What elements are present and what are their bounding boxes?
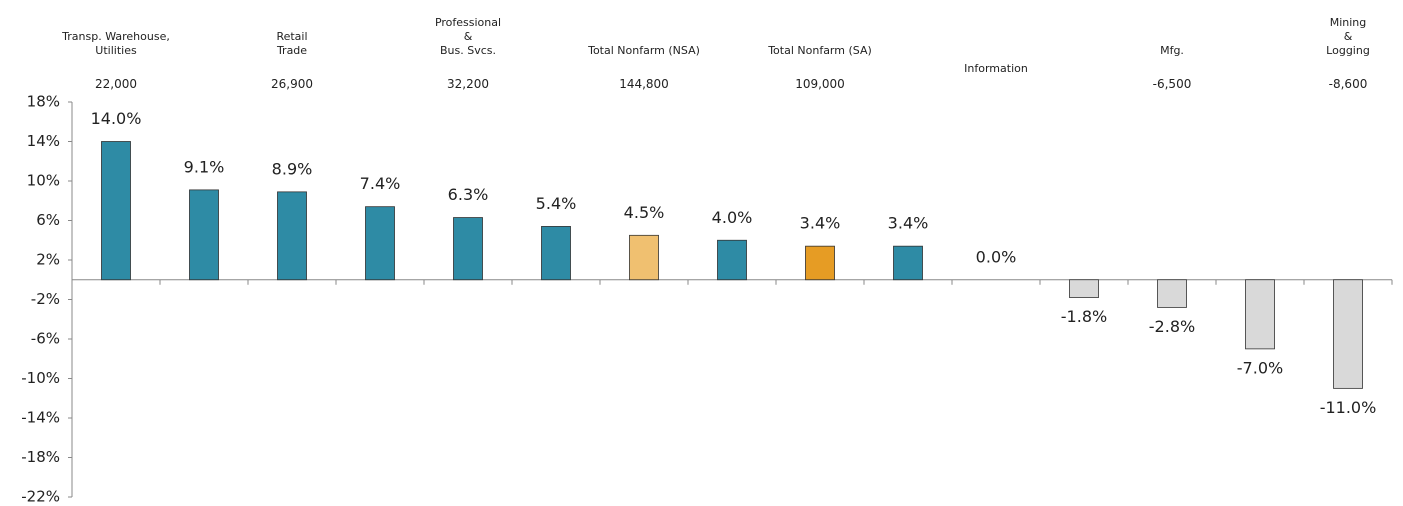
bar bbox=[1157, 279, 1187, 308]
value-label: 0.0% bbox=[976, 247, 1017, 266]
value-label: 7.4% bbox=[360, 174, 401, 193]
bar bbox=[277, 191, 307, 281]
category-number: 26,900 bbox=[271, 77, 313, 91]
bar bbox=[101, 141, 131, 281]
bar bbox=[189, 189, 219, 281]
bar bbox=[365, 206, 395, 281]
category-label: Total Nonfarm (SA) bbox=[768, 44, 872, 57]
value-label: -2.8% bbox=[1149, 317, 1195, 336]
category-number: 32,200 bbox=[447, 77, 489, 91]
category-number: 109,000 bbox=[795, 77, 845, 91]
y-tick-label: -6% bbox=[31, 330, 60, 348]
bar bbox=[1069, 279, 1099, 298]
category-label: Transp. Warehouse, Utilities bbox=[62, 30, 170, 57]
value-label: 14.0% bbox=[91, 109, 142, 128]
y-tick-label: 2% bbox=[36, 251, 60, 269]
y-tick-label: -2% bbox=[31, 290, 60, 308]
category-label: Information bbox=[964, 62, 1028, 75]
category-number: 22,000 bbox=[95, 77, 137, 91]
bar bbox=[541, 226, 571, 281]
bar bbox=[717, 239, 747, 281]
value-label: 8.9% bbox=[272, 159, 313, 178]
category-number: -6,500 bbox=[1152, 77, 1192, 91]
category-label: Retail Trade bbox=[276, 30, 308, 57]
bar bbox=[805, 245, 835, 281]
y-tick-label: 18% bbox=[27, 93, 60, 111]
bar bbox=[1333, 279, 1363, 389]
value-label: 6.3% bbox=[448, 185, 489, 204]
category-label: Professional & Bus. Svcs. bbox=[434, 16, 502, 57]
y-tick-label: -10% bbox=[21, 369, 60, 387]
y-tick-label: 10% bbox=[27, 172, 60, 190]
y-tick-label: 14% bbox=[27, 132, 60, 150]
value-label: -7.0% bbox=[1237, 358, 1283, 377]
value-label: 3.4% bbox=[888, 214, 929, 233]
value-label: 5.4% bbox=[536, 194, 577, 213]
bar bbox=[893, 245, 923, 281]
value-label: 4.0% bbox=[712, 208, 753, 227]
value-label: 9.1% bbox=[184, 157, 225, 176]
y-tick-label: -22% bbox=[21, 488, 60, 506]
category-label: Mfg. bbox=[1160, 44, 1184, 57]
category-label: Total Nonfarm (NSA) bbox=[588, 44, 700, 57]
y-tick-label: -14% bbox=[21, 409, 60, 427]
y-tick-label: -18% bbox=[21, 448, 60, 466]
bar bbox=[629, 234, 659, 281]
category-label: Mining & Logging bbox=[1326, 16, 1370, 57]
value-label: 4.5% bbox=[624, 203, 665, 222]
bar bbox=[453, 217, 483, 281]
category-number: -8,600 bbox=[1328, 77, 1368, 91]
category-number: 144,800 bbox=[619, 77, 669, 91]
y-tick-label: 6% bbox=[36, 211, 60, 229]
value-label: -1.8% bbox=[1061, 307, 1107, 326]
bar bbox=[1245, 279, 1275, 350]
value-label: -11.0% bbox=[1320, 398, 1377, 417]
value-label: 3.4% bbox=[800, 214, 841, 233]
